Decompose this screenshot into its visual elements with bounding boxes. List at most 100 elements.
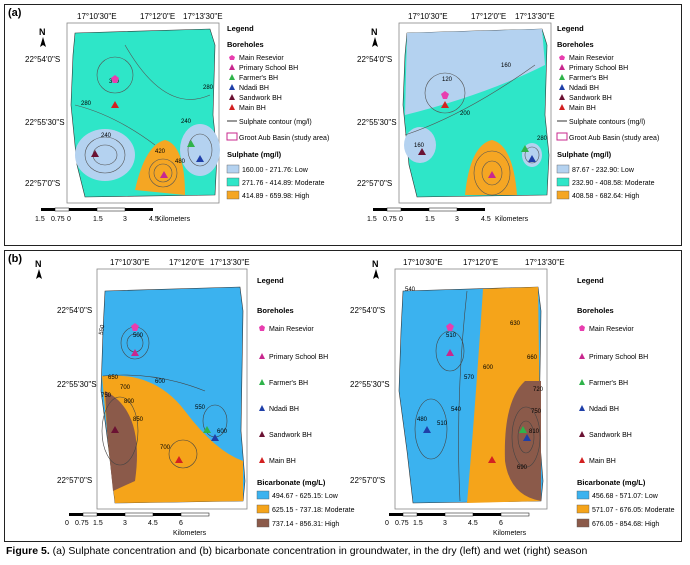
svg-text:22°55'30"S: 22°55'30"S: [357, 118, 397, 127]
sandwork-bh-icon[interactable]: [418, 148, 426, 155]
svg-text:Kilometers: Kilometers: [173, 530, 207, 537]
svg-text:Sandwork BH: Sandwork BH: [269, 432, 312, 439]
svg-text:1.5: 1.5: [413, 520, 423, 527]
svg-text:22°57'0"S: 22°57'0"S: [350, 476, 385, 485]
svg-text:700: 700: [160, 445, 171, 451]
svg-text:0.75: 0.75: [51, 216, 65, 223]
svg-text:17°12'0"E: 17°12'0"E: [471, 12, 506, 21]
svg-text:Boreholes: Boreholes: [557, 40, 594, 49]
svg-text:Primary School BH: Primary School BH: [239, 65, 298, 72]
panel-b-bicarbonate: (b) 17°10'30"E 17°12'0"E 17°13'30"E 22°5…: [4, 250, 682, 542]
farmers-bh-icon[interactable]: [519, 426, 527, 433]
figure-caption: Figure 5. (a) Sulphate concentration and…: [6, 545, 686, 557]
svg-text:Groot Aub Basin (study area): Groot Aub Basin (study area): [239, 135, 329, 142]
svg-text:Primary School BH: Primary School BH: [569, 65, 628, 72]
svg-text:0.75: 0.75: [383, 216, 397, 223]
ndadi-bh-icon[interactable]: [528, 155, 536, 162]
svg-text:6: 6: [499, 520, 503, 527]
panel-a-label: (a): [8, 7, 22, 19]
svg-text:750: 750: [101, 393, 112, 399]
svg-text:500: 500: [133, 333, 144, 339]
lat-label-3: 22°57'0"S: [25, 179, 60, 188]
main-reservoir-icon[interactable]: [111, 75, 119, 83]
svg-text:4.5: 4.5: [149, 216, 159, 223]
svg-text:0.75: 0.75: [75, 520, 89, 527]
primary-school-bh-icon[interactable]: [446, 349, 454, 356]
main-bh-icon[interactable]: [441, 101, 449, 108]
svg-text:4.5: 4.5: [148, 520, 158, 527]
main-bh-icon[interactable]: [175, 456, 183, 463]
svg-text:0: 0: [399, 216, 403, 223]
svg-text:17°10'30"E: 17°10'30"E: [110, 258, 150, 267]
svg-text:17°10'30"E: 17°10'30"E: [408, 12, 448, 21]
svg-text:571.07 - 676.05: Moderate: 571.07 - 676.05: Moderate: [592, 507, 675, 514]
svg-text:3: 3: [123, 520, 127, 527]
ndadi-bh-icon[interactable]: [211, 434, 219, 441]
svg-text:N: N: [372, 259, 379, 269]
svg-text:Legend: Legend: [227, 24, 254, 33]
lon-label-2: 17°12'0"E: [140, 12, 175, 21]
farmers-bh-icon[interactable]: [187, 140, 195, 147]
svg-text:480: 480: [417, 417, 428, 423]
svg-text:Primary School BH: Primary School BH: [269, 354, 328, 361]
ndadi-bh-icon[interactable]: [196, 155, 204, 162]
svg-text:630: 630: [510, 321, 521, 327]
svg-text:Legend: Legend: [257, 276, 284, 285]
panel-a-maps: 17°10'30"E 17°12'0"E 17°13'30"E 22°54'0"…: [25, 12, 659, 223]
svg-text:1.5: 1.5: [93, 216, 103, 223]
svg-text:700: 700: [120, 385, 131, 391]
svg-text:850: 850: [133, 417, 144, 423]
ndadi-bh-icon[interactable]: [523, 434, 531, 441]
svg-text:Boreholes: Boreholes: [577, 306, 614, 315]
svg-text:408.58 - 682.64: High: 408.58 - 682.64: High: [572, 193, 639, 200]
primary-school-bh-icon[interactable]: [488, 171, 496, 178]
svg-text:17°12'0"E: 17°12'0"E: [169, 258, 204, 267]
svg-text:Ndadi BH: Ndadi BH: [589, 406, 619, 413]
svg-text:17°12'0"E: 17°12'0"E: [463, 258, 498, 267]
svg-text:Ndadi BH: Ndadi BH: [269, 406, 299, 413]
svg-text:Farmer's BH: Farmer's BH: [569, 75, 608, 82]
lat-label-1: 22°54'0"S: [25, 55, 60, 64]
lon-label-1: 17°10'30"E: [77, 12, 117, 21]
svg-text:17°13'30"E: 17°13'30"E: [210, 258, 250, 267]
legend-reservoir-icon: [229, 55, 235, 60]
svg-text:690: 690: [517, 465, 528, 471]
zone-low-1: [75, 129, 135, 181]
svg-text:4.5: 4.5: [468, 520, 478, 527]
contour-label: 420: [155, 149, 166, 155]
svg-text:Main Resevior: Main Resevior: [589, 326, 634, 333]
main-reservoir-icon[interactable]: [131, 323, 139, 331]
svg-text:Sandwork BH: Sandwork BH: [589, 432, 632, 439]
primary-school-bh-icon[interactable]: [160, 171, 168, 178]
north-arrow-icon: [40, 37, 46, 47]
primary-school-bh-icon[interactable]: [131, 349, 139, 356]
main-bh-icon[interactable]: [111, 101, 119, 108]
legend-b-left: Legend Boreholes Main Resevior Primary S…: [256, 276, 355, 528]
svg-text:Kilometers: Kilometers: [495, 216, 529, 223]
figure-caption-text: (a) Sulphate concentration and (b) bicar…: [49, 545, 588, 557]
north-label: N: [39, 27, 46, 37]
svg-text:650: 650: [108, 375, 119, 381]
svg-text:4.5: 4.5: [481, 216, 491, 223]
svg-text:N: N: [371, 27, 378, 37]
svg-text:17°10'30"E: 17°10'30"E: [403, 258, 443, 267]
svg-text:22°57'0"S: 22°57'0"S: [357, 179, 392, 188]
zone-moderate: [102, 375, 243, 503]
svg-text:Ndadi BH: Ndadi BH: [239, 85, 269, 92]
farmers-bh-icon[interactable]: [521, 145, 529, 152]
svg-text:600: 600: [217, 429, 228, 435]
svg-text:17°13'30"E: 17°13'30"E: [525, 258, 565, 267]
sandwork-bh-icon[interactable]: [111, 426, 119, 433]
svg-text:22°57'0"S: 22°57'0"S: [57, 476, 92, 485]
main-reservoir-icon[interactable]: [441, 91, 449, 99]
sandwork-bh-icon[interactable]: [91, 150, 99, 157]
contour-label: 240: [101, 133, 112, 139]
main-bh-icon[interactable]: [488, 456, 496, 463]
sandwork-bh-icon[interactable]: [423, 426, 431, 433]
scale-bar: 0 0.75 1.5 3 4.5 6 Kilometers: [65, 512, 210, 537]
contour-label: 480: [175, 159, 186, 165]
svg-text:800: 800: [124, 399, 135, 405]
main-reservoir-icon[interactable]: [446, 323, 454, 331]
farmers-bh-icon[interactable]: [203, 426, 211, 433]
svg-text:Bicarbonate (mg/L): Bicarbonate (mg/L): [577, 478, 646, 487]
